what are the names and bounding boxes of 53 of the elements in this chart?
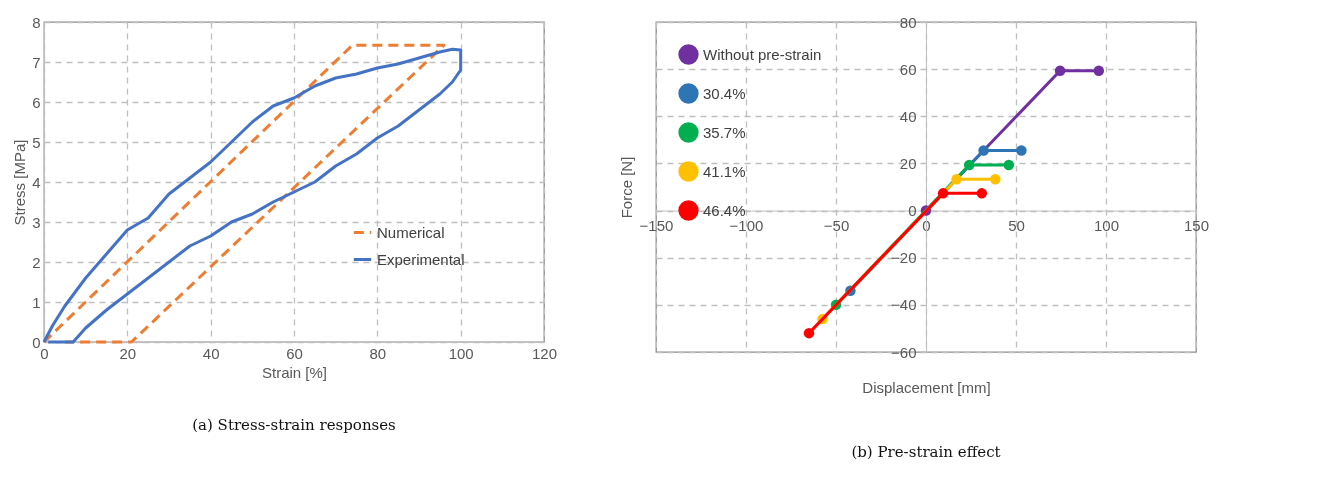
y-tick-label: −20 bbox=[891, 249, 917, 267]
point bbox=[1003, 159, 1015, 171]
x-tick-label: −150 bbox=[639, 217, 674, 235]
point bbox=[803, 327, 815, 339]
x-tick-label: 50 bbox=[1008, 217, 1025, 235]
point bbox=[963, 159, 975, 171]
y-tick-label: 80 bbox=[899, 13, 917, 31]
point bbox=[1054, 65, 1066, 77]
text: (b) Pre-strain effect bbox=[851, 443, 1001, 461]
legend-label: Without pre-strain bbox=[703, 45, 822, 63]
point bbox=[1093, 65, 1105, 77]
text: (a) Stress-strain responses bbox=[192, 416, 396, 434]
y-tick-label: 4 bbox=[32, 173, 41, 191]
x-tick-label: −100 bbox=[729, 217, 764, 235]
y-tick-label: 6 bbox=[32, 93, 41, 111]
y-tick-label: 20 bbox=[899, 154, 917, 172]
y-tick-label: 60 bbox=[899, 60, 917, 78]
point bbox=[990, 173, 1001, 185]
y-tick-label: 1 bbox=[32, 293, 41, 311]
x-tick-label: 150 bbox=[1183, 217, 1210, 235]
x-tick-label: 80 bbox=[369, 344, 387, 362]
x-tick-label: 100 bbox=[448, 344, 474, 362]
y-axis-title: Stress [MPa] bbox=[11, 139, 29, 226]
y-tick-label: −40 bbox=[891, 296, 917, 314]
point bbox=[951, 173, 962, 185]
point bbox=[937, 188, 949, 199]
y-tick-label: 0 bbox=[32, 333, 41, 351]
legend-label: 35.7% bbox=[703, 123, 746, 141]
legend-label: Numerical bbox=[377, 223, 445, 241]
legend-label: 41.1% bbox=[703, 162, 746, 180]
point bbox=[976, 188, 988, 199]
x-tick-label: 40 bbox=[202, 344, 220, 362]
point bbox=[1016, 145, 1027, 156]
y-axis-title: Force [N] bbox=[617, 156, 635, 219]
legend-label: Experimental bbox=[377, 250, 465, 268]
point bbox=[978, 145, 989, 156]
x-axis-title: Displacement [mm] bbox=[862, 378, 991, 396]
y-tick-label: 5 bbox=[32, 133, 41, 151]
x-tick-label: −50 bbox=[823, 217, 850, 235]
x-tick-label: 100 bbox=[1093, 217, 1120, 235]
x-tick-label: 60 bbox=[286, 344, 303, 362]
legend-label: 46.4% bbox=[703, 201, 746, 219]
y-tick-label: 7 bbox=[32, 53, 41, 71]
y-tick-label: 3 bbox=[32, 213, 41, 231]
y-tick-label: 8 bbox=[32, 13, 41, 31]
x-tick-label: 20 bbox=[119, 344, 137, 362]
legend-label: 30.4% bbox=[703, 84, 746, 102]
x-axis-title: Strain [%] bbox=[261, 363, 328, 381]
y-tick-label: 0 bbox=[908, 202, 917, 220]
y-tick-label: −60 bbox=[891, 343, 917, 361]
x-tick-label: 120 bbox=[531, 344, 558, 362]
y-tick-label: 2 bbox=[32, 253, 41, 271]
y-tick-label: 40 bbox=[899, 107, 917, 125]
